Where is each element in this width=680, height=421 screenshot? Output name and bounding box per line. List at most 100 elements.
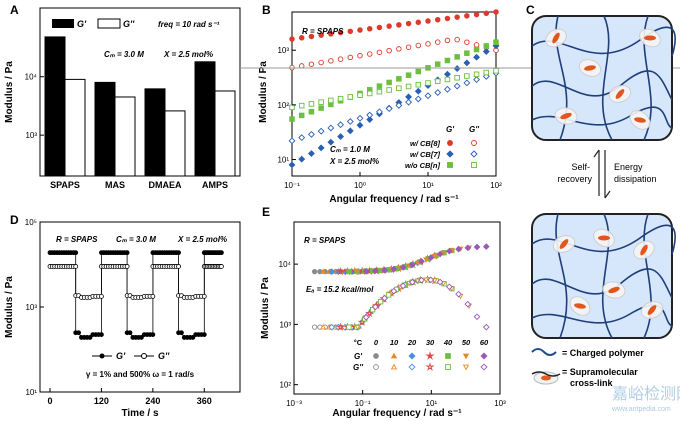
point-gp-6 (381, 266, 388, 274)
crosslink-guest-4 (574, 303, 586, 309)
point-gp (219, 250, 224, 256)
x-tick-label: 10¹ (422, 181, 434, 190)
legend-e: °C 0 10 20 30 40 50 60 G' G'' (353, 338, 489, 372)
point-gp-0 (347, 28, 354, 35)
point-gp-2 (386, 79, 392, 86)
point-gp-4 (346, 268, 352, 275)
point-gp (190, 335, 196, 340)
legend-marker-gpp-0 (373, 364, 379, 370)
legend-label-gp-d: G' (116, 351, 126, 361)
point-gp (201, 332, 207, 338)
line-gpp (50, 266, 222, 298)
polymer-chain-5 (643, 213, 652, 339)
point-gpp-1 (366, 111, 374, 119)
point-gpp-6 (390, 287, 398, 295)
point-gp-1 (366, 116, 374, 123)
point-gp-2 (298, 112, 305, 119)
x-axis-label-e: Angular frequency / rad s⁻¹ (332, 408, 462, 419)
panel-label-a: A (10, 3, 19, 17)
point-gp-0 (473, 11, 480, 18)
y-axis-label-d: Modulus / Pa (4, 276, 15, 338)
point-gp (127, 330, 133, 336)
x-tick-label: 10¹ (426, 399, 438, 408)
legend-marker-gp-20 (408, 352, 416, 360)
point-gp-0 (454, 14, 460, 20)
point-gp-6 (399, 263, 407, 271)
point-gpp-0 (328, 58, 334, 64)
legend-label-gpp-a: G'' (123, 19, 135, 29)
point-gpp-2 (308, 101, 315, 107)
point-gp-2 (289, 116, 295, 122)
point-gpp-1 (473, 76, 481, 84)
legend-polymer-text: = Charged polymer (562, 348, 644, 358)
annotation-strain-d: γ = 1% and 500% ω = 1 rad/s (86, 370, 195, 379)
point-gp-0 (464, 13, 470, 19)
point-gpp-6 (436, 278, 444, 286)
point-gpp-2 (328, 323, 336, 331)
point-gpp (150, 293, 156, 299)
x-ticks-b: 10⁻¹ 10⁰ 10¹ 10² (284, 172, 502, 190)
point-gpp-0 (444, 37, 451, 44)
point-gp (124, 250, 130, 256)
point-gp-6 (482, 243, 490, 250)
point-gp-2 (444, 57, 451, 64)
point-gpp-2 (396, 85, 402, 91)
panel-c: C Self- recovery Energy dissipation = Ch… (526, 3, 676, 388)
point-gp-6 (418, 258, 425, 265)
point-gp-2 (464, 50, 470, 56)
x-ticks-d: 0 120 240 360 (47, 388, 212, 406)
point-gp-1 (317, 144, 325, 152)
point-gpp-0 (376, 49, 383, 56)
point-gp-2 (396, 76, 402, 82)
legend-marker-gpp-30 (425, 362, 435, 371)
crosslink-guest-3 (615, 89, 625, 99)
point-gp-2 (434, 61, 441, 67)
point-gpp-1 (395, 101, 403, 109)
point-gp-1 (453, 65, 461, 72)
point-gpp (99, 293, 104, 299)
point-gpp-1 (453, 82, 461, 90)
point-gp-2 (493, 39, 499, 45)
point-gp-1 (356, 121, 364, 129)
point-gp-2 (415, 68, 422, 75)
point-gp-0 (376, 24, 383, 31)
plot-frame-d (39, 221, 241, 393)
panel-e: E 10² 10³ 10⁴ 10⁻³ 10⁻¹ 10¹ 10³ Angular frequ… (260, 205, 506, 419)
point-gpp-6 (399, 282, 407, 290)
legend-marker-gpp-0 (471, 140, 477, 146)
legend-swatch-gp-a (52, 19, 74, 28)
crosslink-guest-0 (559, 239, 569, 249)
y-axis-label-b: Modulus / Pa (258, 61, 269, 123)
legend-temp-50: 50 (462, 338, 471, 347)
point-gp-1 (414, 87, 422, 95)
point-gpp-2 (493, 68, 499, 74)
point-gp-0 (415, 19, 422, 26)
point-gpp-0 (308, 61, 315, 67)
legend-header-gp: G' (446, 125, 455, 134)
x-tick-label: 10⁻¹ (284, 181, 300, 190)
point-gpp-1 (298, 134, 306, 142)
panel-label-c: C (526, 3, 535, 17)
point-gpp-0 (318, 59, 324, 66)
point-gpp-6 (473, 313, 481, 321)
legend-marker-gpp-d (141, 353, 147, 359)
legend-marker-gpp-2 (471, 162, 477, 168)
watermark-en: www.antpedia.com (611, 406, 671, 413)
point-gp-6 (372, 267, 379, 275)
plot-frame-b (291, 11, 497, 177)
x-tick-label: 10⁻¹ (355, 399, 371, 408)
points-e (311, 243, 490, 332)
x-tick-label: DMAEA (149, 180, 182, 190)
point-gpp-2 (386, 87, 392, 93)
annotation-x-a: X = 2.5 mol% (163, 50, 213, 59)
x-tick-label: 10⁻³ (286, 399, 302, 408)
point-gpp-6 (418, 276, 425, 284)
point-gp-0 (493, 9, 499, 15)
point-gpp-2 (347, 94, 354, 100)
legend-label-2: w/o CB[n] (405, 161, 440, 170)
legend-marker-gpp-20 (408, 363, 416, 371)
y-ticks-b: 10¹ 10² 10³ (277, 46, 296, 165)
legend-label-1: w/ CB[7] (410, 150, 441, 159)
point-gpp-0 (454, 36, 460, 43)
